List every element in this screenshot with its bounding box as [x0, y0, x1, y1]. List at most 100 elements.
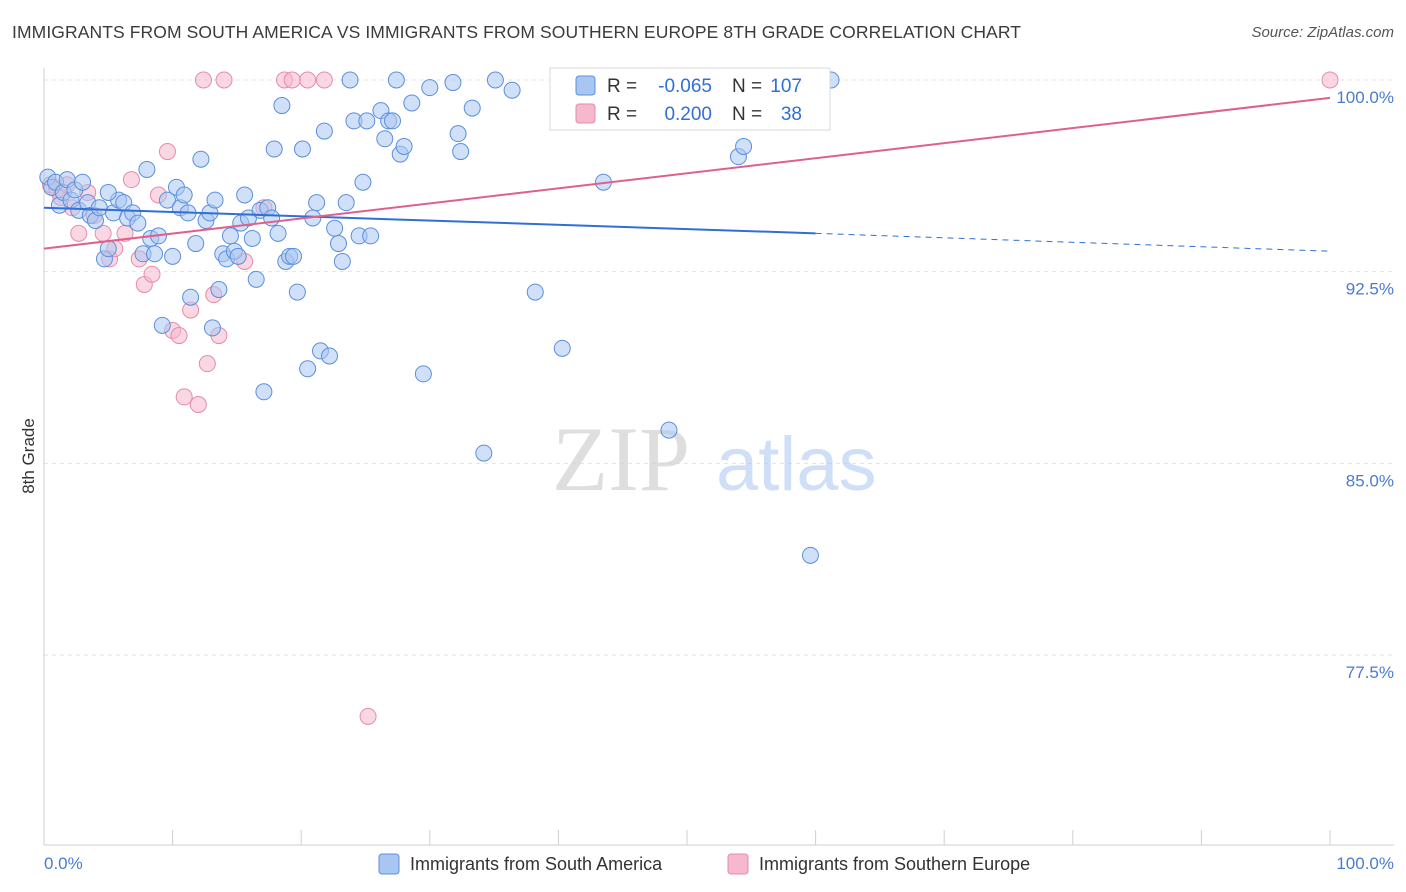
point-south-america-73	[337, 194, 355, 212]
point-south-america-13	[90, 199, 108, 217]
legend-n-label-2: N =	[732, 104, 767, 125]
point-south-america-28	[158, 191, 176, 209]
point-south-america-97	[526, 283, 544, 301]
point-southern-europe-27	[215, 71, 233, 89]
point-south-america-88	[414, 365, 432, 383]
point-southern-europe-20	[175, 388, 193, 406]
point-south-america-34	[182, 288, 200, 306]
point-south-america-79	[362, 227, 380, 245]
bottom-legend-swatch-pink	[727, 853, 749, 875]
chart-source: Source: ZipAtlas.com	[1251, 24, 1394, 41]
y-tick-label-77.5: 77.5%	[1346, 663, 1394, 682]
point-south-america-56	[265, 140, 283, 158]
point-south-america-106	[99, 183, 117, 201]
point-south-america-91	[449, 125, 467, 143]
point-south-america-92	[452, 143, 470, 161]
legend-n-value-1: 107	[770, 76, 802, 97]
trend-line-south-america-projection	[815, 232, 1331, 252]
legend-r-value-2: 0.200	[664, 104, 712, 125]
point-south-america-25	[146, 245, 164, 263]
points-southern-europe	[41, 71, 1339, 725]
point-south-america-100	[660, 421, 678, 439]
legend-n-label-1: N =	[732, 76, 767, 97]
trend-line-southern-europe	[43, 96, 1331, 250]
point-south-america-74	[341, 71, 359, 89]
y-tick-label-100: 100.0%	[1336, 88, 1394, 107]
watermark: ZIP atlas	[552, 408, 877, 510]
point-south-america-89	[421, 79, 439, 97]
point-south-america-35	[187, 235, 205, 253]
bottom-legend: Immigrants from South America Immigrants…	[378, 853, 1030, 875]
point-southern-europe-12	[122, 171, 140, 189]
point-southern-europe-33	[315, 71, 333, 89]
watermark-atlas: atlas	[716, 422, 877, 507]
point-south-america-46	[229, 247, 247, 265]
grid-lines	[44, 79, 1394, 656]
point-south-america-64	[299, 360, 317, 378]
point-south-america-72	[333, 252, 351, 270]
bottom-legend-swatch-blue	[378, 853, 400, 875]
point-south-america-61	[284, 247, 302, 265]
y-tick-labels: 77.5% 85.0% 92.5% 100.0%	[1336, 88, 1394, 682]
point-southern-europe-19	[170, 327, 188, 345]
point-south-america-95	[486, 71, 504, 89]
y-tick-label-92.5: 92.5%	[1346, 280, 1394, 299]
point-south-america-94	[475, 444, 493, 462]
point-south-america-103	[735, 137, 753, 155]
legend-swatch-pink	[575, 103, 596, 124]
point-south-america-32	[175, 186, 193, 204]
point-south-america-66	[308, 194, 326, 212]
bottom-legend-label-blue: Immigrants from South America	[410, 854, 663, 874]
legend-n-value-2: 38	[781, 104, 802, 125]
point-south-america-57	[269, 224, 287, 242]
point-south-america-36	[192, 150, 210, 168]
point-southern-europe-34	[359, 707, 377, 725]
point-south-america-86	[395, 137, 413, 155]
point-south-america-68	[315, 122, 333, 140]
point-south-america-21	[129, 214, 147, 232]
point-southern-europe-24	[198, 355, 216, 373]
point-southern-europe-17	[158, 143, 176, 161]
point-southern-europe-15	[143, 265, 161, 283]
legend-swatch-blue	[575, 75, 596, 96]
point-south-america-83	[384, 112, 402, 130]
axes	[43, 68, 1394, 846]
point-south-america-84	[387, 71, 405, 89]
legend-r-value-1: -0.065	[658, 76, 712, 97]
trend-lines	[43, 96, 1331, 252]
point-south-america-90	[444, 74, 462, 92]
point-south-america-41	[210, 281, 228, 299]
point-south-america-29	[164, 247, 182, 265]
point-south-america-69	[320, 347, 338, 365]
x-ticks	[43, 830, 1331, 845]
point-south-america-27	[153, 316, 171, 334]
y-axis-label: 8th Grade	[19, 418, 38, 494]
point-south-america-63	[293, 140, 311, 158]
x-tick-label-min: 0.0%	[44, 854, 83, 873]
trend-line-south-america	[43, 206, 816, 235]
point-south-america-104	[801, 546, 819, 564]
point-south-america-23	[138, 160, 156, 178]
point-south-america-58	[273, 97, 291, 115]
point-south-america-48	[236, 186, 254, 204]
point-south-america-93	[463, 99, 481, 117]
x-tick-label-max: 100.0%	[1336, 854, 1394, 873]
point-south-america-78	[358, 112, 376, 130]
point-south-america-50	[243, 229, 261, 247]
point-south-america-96	[503, 81, 521, 99]
point-southern-europe-22	[189, 396, 207, 414]
point-south-america-71	[329, 235, 347, 253]
legend: R = -0.065 N = 107 R = 0.200 N = 38	[549, 67, 831, 131]
point-south-america-87	[403, 94, 421, 112]
y-tick-label-85: 85.0%	[1346, 471, 1394, 490]
legend-box	[549, 67, 831, 131]
chart-title: IMMIGRANTS FROM SOUTH AMERICA VS IMMIGRA…	[12, 22, 1022, 42]
point-south-america-15	[99, 240, 117, 258]
legend-r-label-1: R =	[607, 76, 642, 97]
point-south-america-9	[74, 173, 92, 191]
point-south-america-70	[326, 219, 344, 237]
point-south-america-62	[288, 283, 306, 301]
point-southern-europe-37	[1321, 71, 1339, 89]
point-south-america-53	[255, 383, 273, 401]
